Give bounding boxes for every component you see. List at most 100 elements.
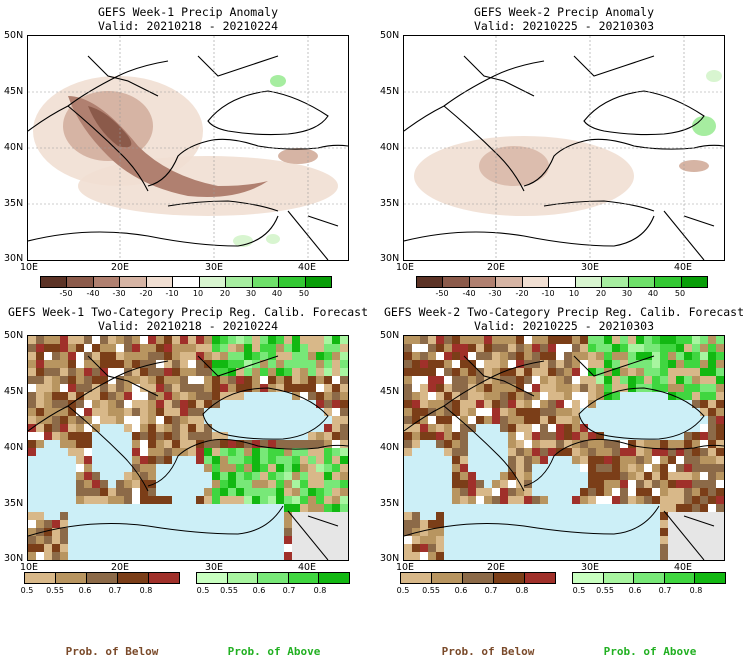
- cbar-tick: -30: [488, 289, 502, 298]
- cbar-tick: -10: [541, 289, 555, 298]
- y-tick-45n: 45N: [380, 86, 400, 97]
- below-tick: 0.7: [108, 586, 122, 595]
- cbar-tick: -40: [86, 289, 100, 298]
- y-tick-45n: 45N: [4, 86, 24, 97]
- y-tick-40n: 40N: [380, 442, 400, 453]
- y-tick-50n: 50N: [4, 30, 24, 41]
- panel-title: GEFS Week-1 Two-Category Precip Reg. Cal…: [7, 305, 369, 319]
- y-tick-45n: 45N: [380, 386, 400, 397]
- map-week1-probability: [27, 335, 349, 561]
- cbar-tick: -20: [515, 289, 529, 298]
- below-tick: 0.55: [46, 586, 64, 595]
- above-tick: 0.5: [196, 586, 210, 595]
- cbar-tick: 40: [647, 289, 659, 298]
- y-tick-45n: 45N: [4, 386, 24, 397]
- x-tick-30e: 30E: [204, 562, 224, 573]
- cbar-tick: -40: [462, 289, 476, 298]
- above-tick: 0.8: [689, 586, 703, 595]
- below-tick: 0.5: [20, 586, 34, 595]
- y-tick-35n: 35N: [380, 498, 400, 509]
- below-tick: 0.55: [422, 586, 440, 595]
- cbar-tick: 10: [192, 289, 204, 298]
- y-tick-50n: 50N: [380, 30, 400, 41]
- cbar-tick: 30: [245, 289, 257, 298]
- x-tick-40e: 40E: [297, 262, 317, 273]
- cbar-tick: -30: [112, 289, 126, 298]
- x-tick-30e: 30E: [580, 262, 600, 273]
- y-tick-35n: 35N: [380, 198, 400, 209]
- above-tick: 0.7: [658, 586, 672, 595]
- map-week2-probability: [403, 335, 725, 561]
- x-tick-20e: 20E: [486, 262, 506, 273]
- above-colorbar: [196, 572, 350, 584]
- footer-above-label: Prob. of Above: [227, 645, 321, 658]
- panel-week2-anomaly: GEFS Week-2 Precip Anomaly Valid: 202102…: [376, 0, 752, 300]
- y-tick-35n: 35N: [4, 198, 24, 209]
- y-tick-30n: 30N: [4, 553, 24, 564]
- y-tick-40n: 40N: [4, 142, 24, 153]
- cbar-tick: -10: [165, 289, 179, 298]
- panel-valid-dates: Valid: 20210225 - 20210303: [473, 19, 654, 33]
- cbar-tick: -50: [59, 289, 73, 298]
- y-tick-35n: 35N: [4, 498, 24, 509]
- x-tick-10e: 10E: [19, 262, 39, 273]
- x-tick-30e: 30E: [580, 562, 600, 573]
- above-tick: 0.55: [596, 586, 614, 595]
- above-colorbar: [572, 572, 726, 584]
- above-tick: 0.55: [220, 586, 238, 595]
- cbar-tick: 50: [298, 289, 310, 298]
- y-tick-30n: 30N: [380, 553, 400, 564]
- below-tick: 0.7: [484, 586, 498, 595]
- above-tick: 0.6: [628, 586, 642, 595]
- below-tick: 0.6: [454, 586, 468, 595]
- y-tick-30n: 30N: [380, 253, 400, 264]
- cbar-tick: 40: [271, 289, 283, 298]
- panel-week1-probability: GEFS Week-1 Two-Category Precip Reg. Cal…: [0, 300, 376, 600]
- below-colorbar: [400, 572, 556, 584]
- below-tick: 0.5: [396, 586, 410, 595]
- y-tick-40n: 40N: [380, 142, 400, 153]
- y-tick-50n: 50N: [380, 330, 400, 341]
- above-tick: 0.6: [252, 586, 266, 595]
- coastlines: [28, 55, 348, 260]
- panel-title: GEFS Week-2 Precip Anomaly: [473, 5, 654, 19]
- x-tick-40e: 40E: [297, 562, 317, 573]
- panel-title: GEFS Week-1 Precip Anomaly: [97, 5, 278, 19]
- panel-week1-anomaly: GEFS Week-1 Precip Anomaly Valid: 202102…: [0, 0, 376, 300]
- x-tick-20e: 20E: [486, 562, 506, 573]
- anomaly-colorbar: [416, 276, 708, 288]
- panel-week2-probability: GEFS Week-2 Two-Category Precip Reg. Cal…: [376, 300, 752, 600]
- footer-above-label: Prob. of Above: [603, 645, 697, 658]
- cbar-tick: -50: [435, 289, 449, 298]
- panel-valid-dates: Valid: 20210218 - 20210224: [97, 319, 278, 333]
- x-tick-40e: 40E: [673, 262, 693, 273]
- x-tick-40e: 40E: [673, 562, 693, 573]
- y-tick-40n: 40N: [4, 442, 24, 453]
- above-tick: 0.7: [282, 586, 296, 595]
- above-tick: 0.8: [313, 586, 327, 595]
- x-tick-10e: 10E: [395, 262, 415, 273]
- x-tick-10e: 10E: [19, 562, 39, 573]
- x-tick-10e: 10E: [395, 562, 415, 573]
- anomaly-colorbar: [40, 276, 332, 288]
- panel-title: GEFS Week-2 Two-Category Precip Reg. Cal…: [383, 305, 745, 319]
- map-week1-anomaly: [27, 35, 349, 261]
- cbar-tick: 50: [674, 289, 686, 298]
- x-tick-20e: 20E: [110, 562, 130, 573]
- panel-valid-dates: Valid: 20210225 - 20210303: [473, 319, 654, 333]
- above-tick: 0.5: [572, 586, 586, 595]
- cbar-tick: 20: [595, 289, 607, 298]
- cbar-tick: -20: [139, 289, 153, 298]
- map-week2-anomaly: [403, 35, 725, 261]
- footer-below-label: Prob. of Below: [65, 645, 159, 658]
- below-tick: 0.6: [78, 586, 92, 595]
- below-colorbar: [24, 572, 180, 584]
- cbar-tick: 10: [568, 289, 580, 298]
- x-tick-20e: 20E: [110, 262, 130, 273]
- x-tick-30e: 30E: [204, 262, 224, 273]
- y-tick-30n: 30N: [4, 253, 24, 264]
- footer-below-label: Prob. of Below: [441, 645, 535, 658]
- below-tick: 0.8: [515, 586, 529, 595]
- cbar-tick: 30: [621, 289, 633, 298]
- cbar-tick: 20: [219, 289, 231, 298]
